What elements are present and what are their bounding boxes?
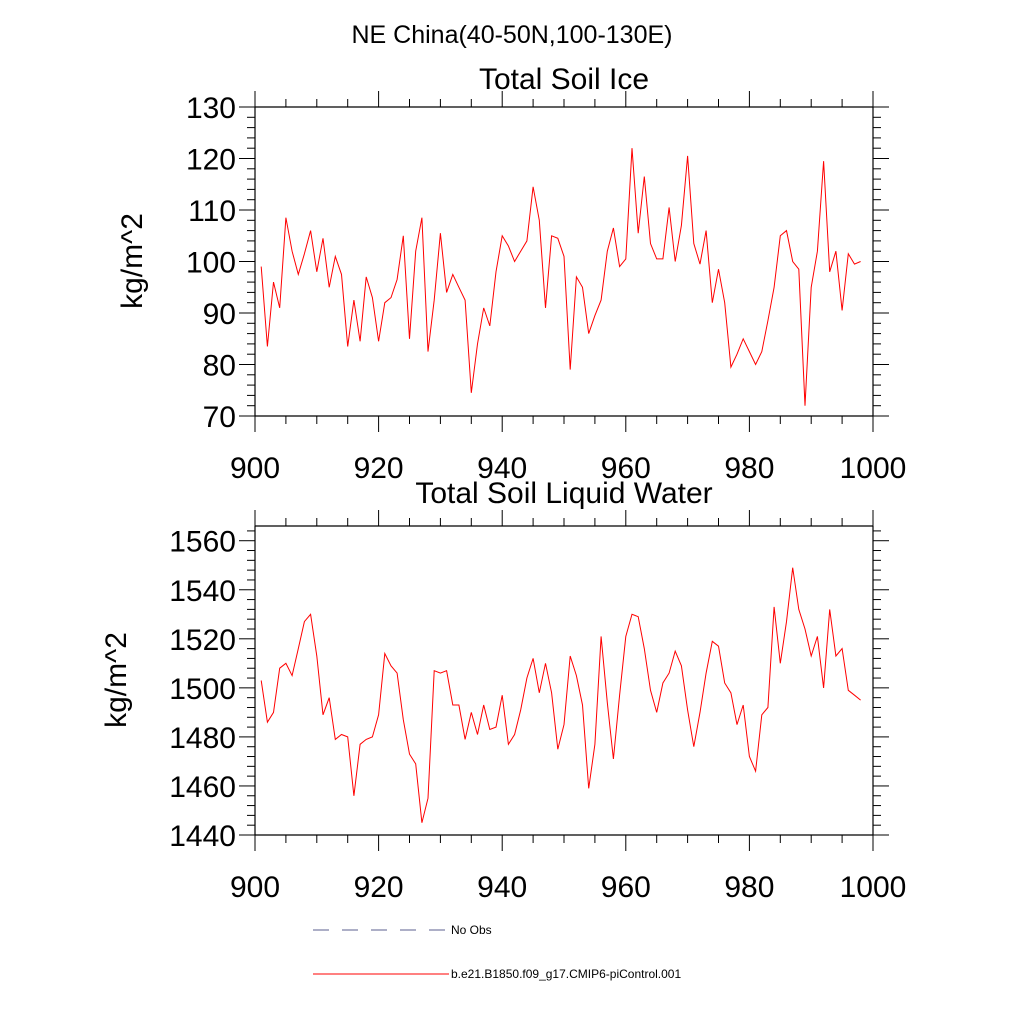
y-tick-label: 1560: [169, 526, 236, 559]
y-axis-label: kg/m^2: [100, 632, 133, 728]
x-tick-label: 960: [601, 452, 651, 485]
x-tick-label: 1000: [840, 871, 907, 904]
y-tick-label: 100: [186, 247, 236, 280]
x-tick-label: 960: [601, 871, 651, 904]
x-tick-label: 900: [230, 871, 280, 904]
y-tick-label: 90: [203, 298, 236, 331]
panel-title: Total Soil Liquid Water: [415, 477, 712, 510]
y-tick-label: 70: [203, 401, 236, 434]
x-tick-label: 920: [354, 871, 404, 904]
panel-title: Total Soil Ice: [479, 63, 649, 96]
series-line: [260, 567, 861, 823]
x-tick-label: 900: [230, 452, 280, 485]
panel-total-soil-liquid-water: Total Soil Liquid Water kg/m^2 1440 1460 1…: [100, 477, 906, 904]
y-tick-label: 130: [186, 92, 236, 125]
y-tick-label: 1520: [169, 624, 236, 657]
y-tick-label: 1500: [169, 673, 236, 706]
series-line: [260, 148, 861, 406]
x-tick-label: 920: [354, 452, 404, 485]
x-tick-label: 980: [724, 452, 774, 485]
legend-label-model: b.e21.B1850.f09_g17.CMIP6-piControl.001: [451, 967, 681, 981]
panel-total-soil-ice: Total Soil Ice kg/m^2 70 80 90 100 110 120 130…: [116, 63, 906, 485]
y-tick-label: 1460: [169, 771, 236, 804]
y-tick-label: 1440: [169, 820, 236, 853]
x-tick-label: 980: [724, 871, 774, 904]
x-tick-label: 940: [477, 871, 527, 904]
x-tick-label: 940: [477, 452, 527, 485]
y-tick-label: 120: [186, 144, 236, 177]
figure-title: NE China(40-50N,100-130E): [351, 21, 672, 49]
y-tick-label: 1540: [169, 575, 236, 608]
legend: No Obs b.e21.B1850.f09_g17.CMIP6-piContr…: [313, 923, 681, 981]
y-axis-label: kg/m^2: [116, 213, 149, 309]
legend-label-no-obs: No Obs: [451, 923, 492, 937]
y-tick-label: 1480: [169, 722, 236, 755]
x-tick-label: 1000: [840, 452, 907, 485]
y-tick-label: 110: [188, 195, 236, 228]
y-tick-label: 80: [203, 350, 236, 383]
